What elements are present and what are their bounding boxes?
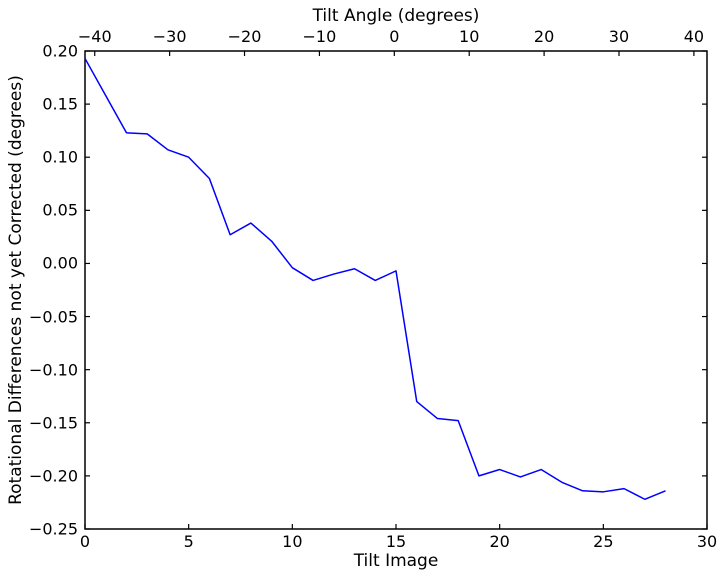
y-tick-label: 0.00	[42, 253, 78, 273]
x-tick-label: 15	[385, 532, 407, 551]
y-tick-label: 0.05	[42, 200, 78, 220]
y-tick-label: 0.20	[42, 41, 78, 61]
top-tick-label: 30	[608, 27, 630, 46]
x-tick-label: 10	[282, 532, 303, 551]
y-tick-label: −0.05	[28, 307, 78, 327]
x-tick-label: 20	[489, 532, 510, 551]
plot-spines	[84, 50, 708, 530]
top-tick-label: 40	[683, 27, 705, 46]
top-tick-label: −30	[152, 27, 187, 46]
x-axis-title: Tilt Image	[353, 551, 439, 571]
x-tick-label: 30	[696, 532, 718, 551]
top-tick-label: 10	[459, 27, 480, 46]
top-tick-label: 0	[389, 27, 400, 46]
y-tick-label: −0.20	[28, 466, 78, 486]
top-tick-label: −40	[77, 27, 112, 46]
data-line-rotational-difference	[84, 58, 666, 501]
top-tick-label: 20	[533, 27, 555, 46]
x-tick-label: 5	[183, 532, 194, 551]
x-tick-label: 25	[593, 532, 614, 551]
y-tick-label: −0.25	[28, 519, 78, 539]
top-tick-label: −20	[227, 27, 262, 46]
y-tick-label: −0.10	[28, 360, 78, 380]
x-tick-label: 0	[79, 532, 91, 551]
y-tick-label: 0.15	[42, 94, 78, 114]
top-tick-label: −10	[302, 27, 337, 46]
y-tick-label: −0.15	[28, 413, 78, 433]
top-axis-title: Tilt Angle (degrees)	[312, 6, 480, 26]
y-tick-label: 0.10	[42, 147, 78, 167]
